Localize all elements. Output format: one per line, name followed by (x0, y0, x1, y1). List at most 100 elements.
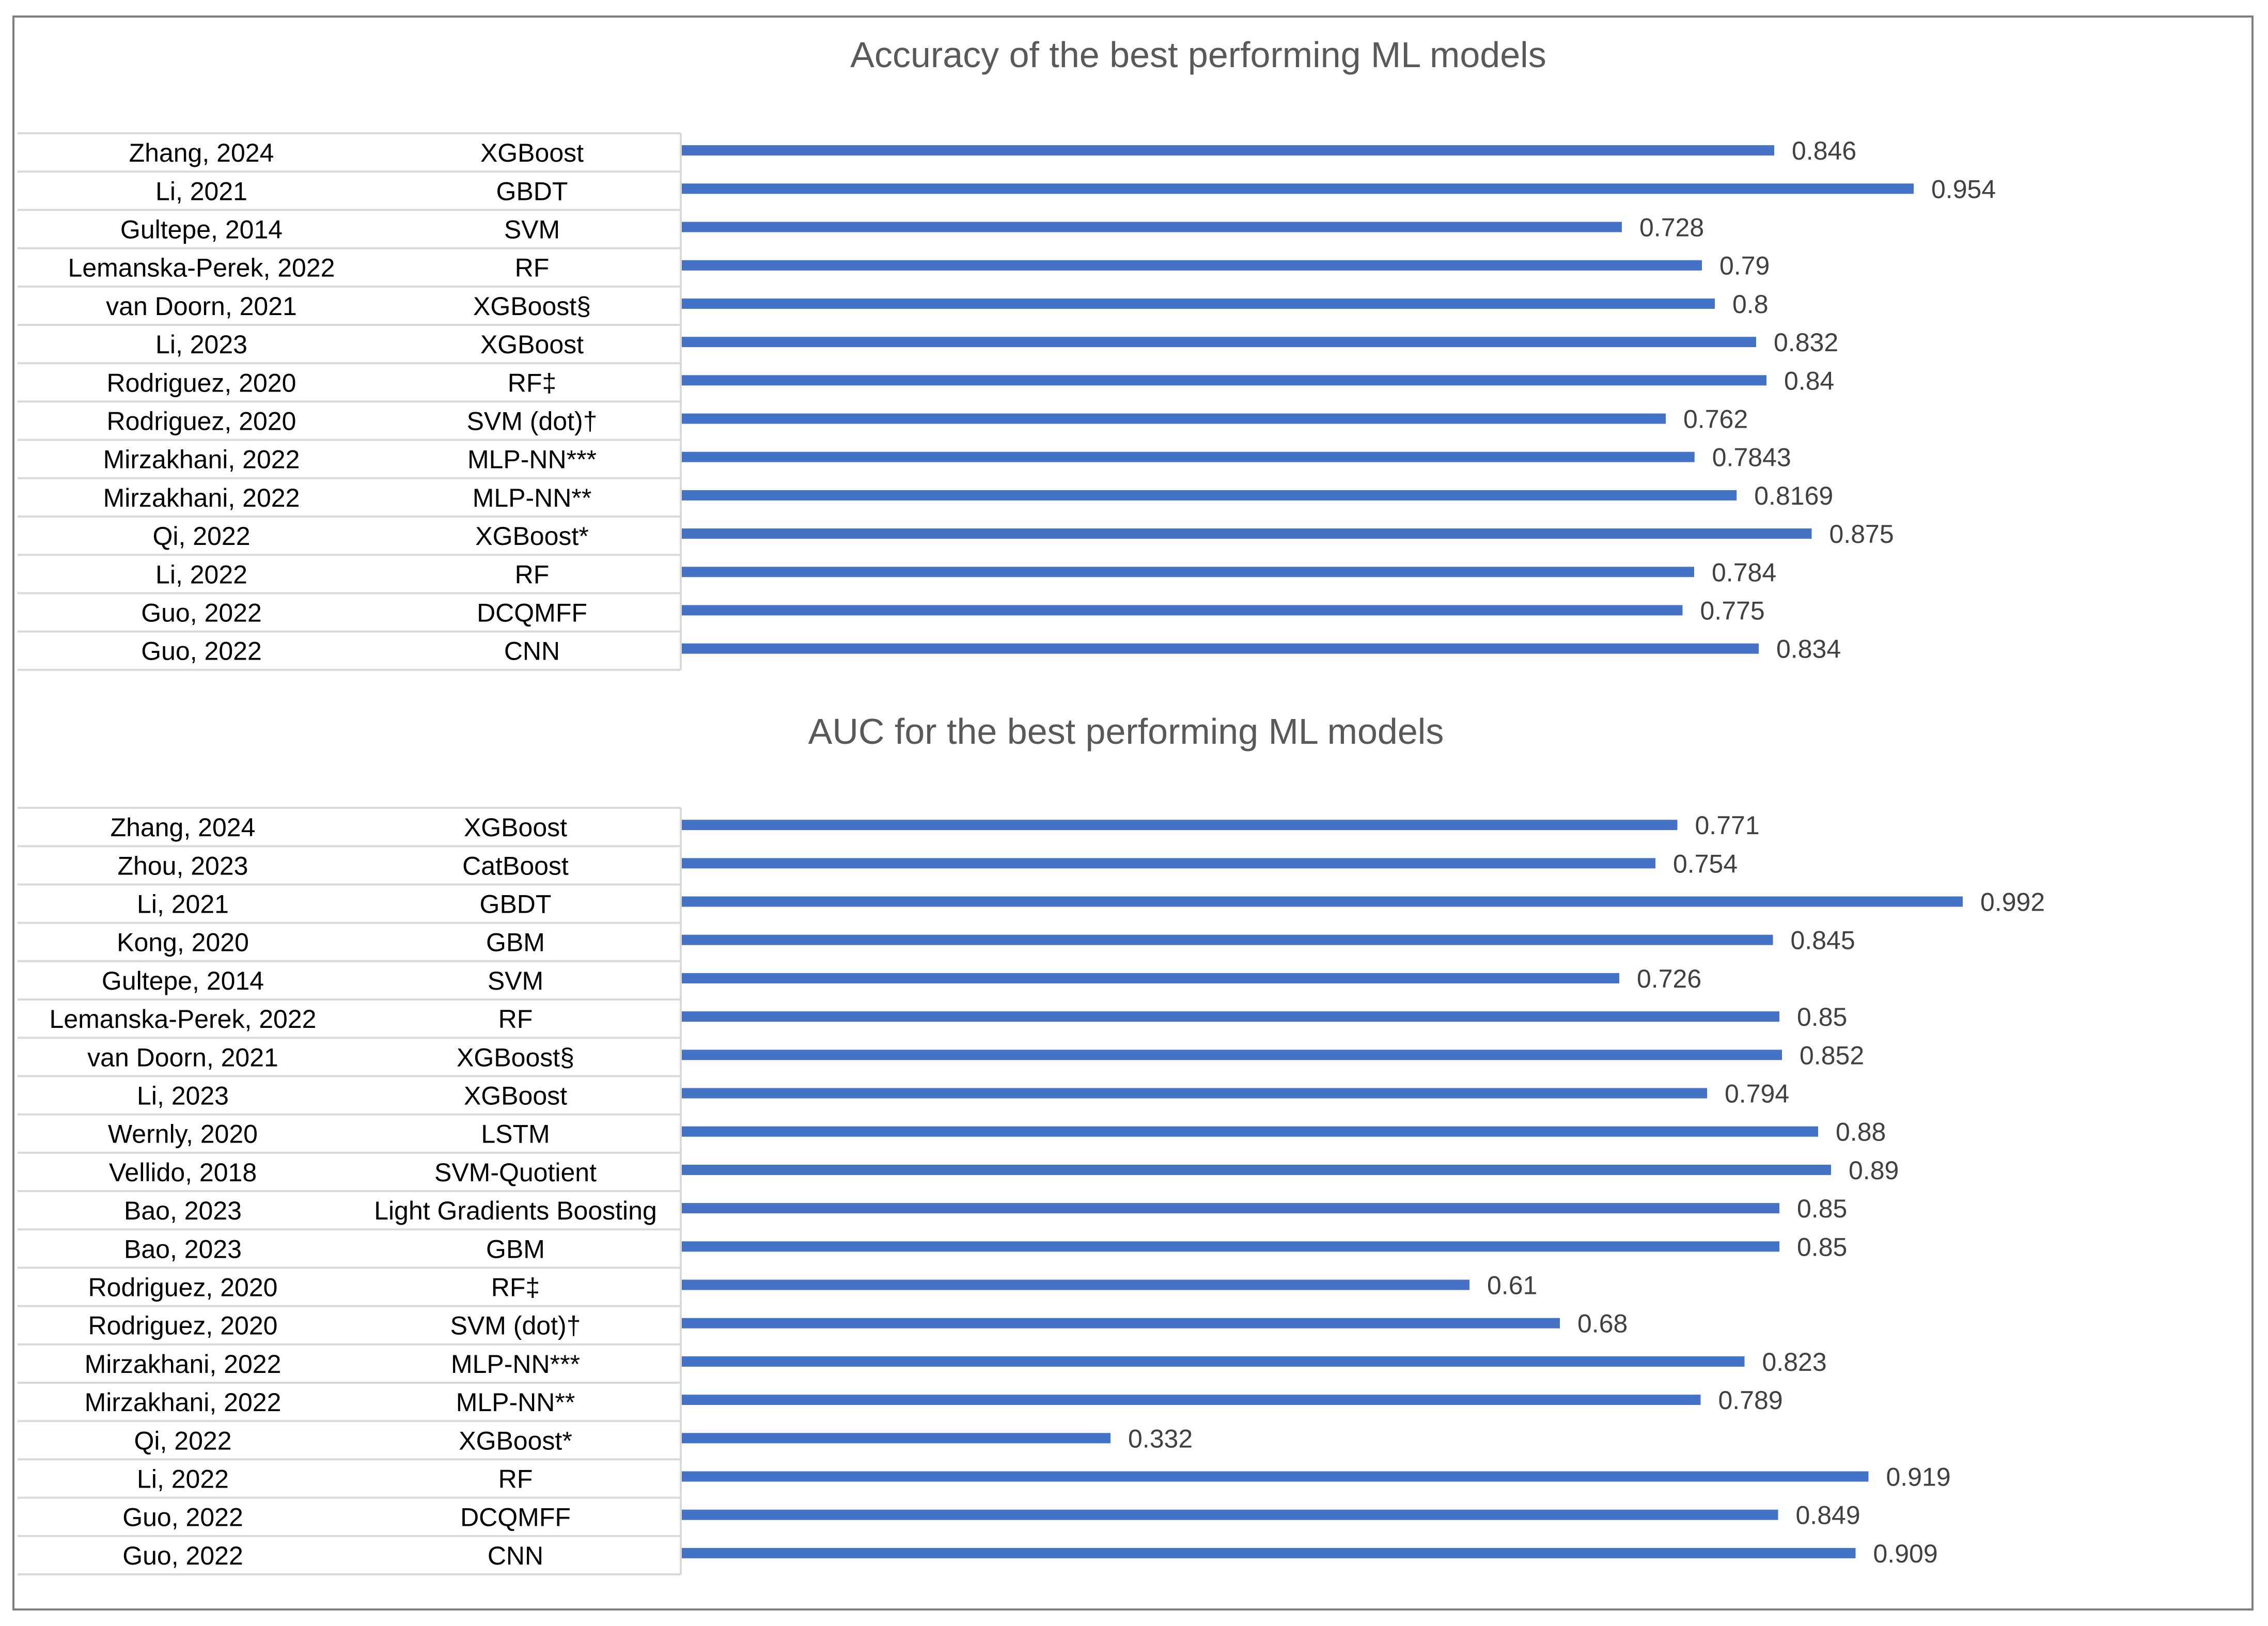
data-label: 0.789 (1718, 1386, 1783, 1415)
table-row: Vellido, 2018 SVM-Quotient 0.89 (18, 1156, 1899, 1192)
model-label: CNN (504, 637, 560, 666)
table-row: Wernly, 2020 LSTM 0.88 (18, 1118, 1886, 1154)
data-label: 0.61 (1487, 1271, 1537, 1300)
study-label: Li, 2023 (137, 1082, 229, 1111)
study-label: Rodriguez, 2020 (88, 1311, 278, 1340)
bar (682, 1547, 1856, 1558)
data-label: 0.762 (1683, 405, 1748, 434)
bar (682, 896, 1963, 907)
study-label: Qi, 2022 (152, 522, 250, 551)
data-label: 0.728 (1639, 213, 1704, 242)
model-label: RF (498, 1005, 533, 1034)
study-label: Kong, 2020 (117, 928, 249, 957)
table-row: Rodriguez, 2020 RF‡ 0.84 (18, 366, 1834, 403)
bar (682, 413, 1666, 424)
data-label: 0.852 (1800, 1041, 1864, 1070)
bar (682, 605, 1683, 616)
table-row: Rodriguez, 2020 SVM (dot)† 0.762 (18, 405, 1748, 441)
study-label: Vellido, 2018 (109, 1158, 257, 1187)
model-label: MLP-NN** (456, 1388, 575, 1417)
study-label: Li, 2022 (155, 560, 247, 589)
model-label: RF (515, 254, 550, 283)
data-label: 0.85 (1797, 1232, 1847, 1261)
data-label: 0.85 (1797, 1003, 1847, 1031)
table-row: Li, 2021 GBDT 0.992 (18, 888, 2045, 924)
table-row: Guo, 2022 DCQMFF 0.849 (18, 1501, 1860, 1537)
data-label: 0.88 (1836, 1118, 1886, 1147)
data-label: 0.85 (1797, 1194, 1847, 1223)
study-label: Mirzakhani, 2022 (103, 483, 300, 512)
model-label: GBM (486, 1234, 545, 1263)
study-label: van Doorn, 2021 (87, 1043, 278, 1072)
table-row: Guo, 2022 CNN 0.909 (18, 1539, 1938, 1575)
data-label: 0.794 (1725, 1080, 1789, 1108)
table-row: Lemanska-Perek, 2022 RF 0.85 (18, 1003, 1847, 1039)
bar (682, 858, 1655, 869)
table-row: van Doorn, 2021 XGBoost§ 0.8 (18, 290, 1769, 326)
data-label: 0.89 (1849, 1156, 1899, 1185)
model-label: XGBoost (464, 813, 567, 842)
bar (682, 820, 1678, 831)
table-row: Zhang, 2024 XGBoost 0.846 (18, 136, 1856, 173)
model-label: GBM (486, 928, 545, 957)
study-label: Wernly, 2020 (108, 1120, 258, 1149)
data-label: 0.68 (1577, 1309, 1628, 1338)
data-label: 0.8169 (1754, 481, 1833, 510)
table-row: Mirzakhani, 2022 MLP-NN*** 0.7843 (18, 443, 1791, 479)
data-label: 0.79 (1719, 252, 1770, 280)
model-label: GBDT (496, 177, 568, 206)
study-label: Li, 2023 (155, 330, 247, 359)
table-row: Mirzakhani, 2022 MLP-NN*** 0.823 (18, 1348, 1827, 1384)
study-label: Gultepe, 2014 (102, 966, 264, 995)
bar (682, 1126, 1818, 1137)
model-label: SVM (488, 966, 543, 995)
table-row: Guo, 2022 DCQMFF 0.775 (18, 597, 1765, 633)
data-label: 0.726 (1637, 964, 1701, 993)
bar (682, 1164, 1831, 1175)
data-label: 0.834 (1776, 635, 1841, 664)
data-label: 0.846 (1792, 136, 1856, 165)
data-label: 0.954 (1931, 175, 1996, 204)
study-label: Mirzakhani, 2022 (85, 1350, 281, 1379)
bar (682, 567, 1694, 577)
study-label: Rodriguez, 2020 (107, 407, 296, 436)
bar (682, 973, 1619, 983)
bar (682, 451, 1695, 462)
model-label: RF‡ (508, 368, 556, 397)
study-label: Mirzakhani, 2022 (103, 445, 300, 474)
bar (682, 1279, 1469, 1290)
model-label: DCQMFF (477, 599, 587, 628)
data-label: 0.992 (1980, 888, 2045, 917)
table-row: Kong, 2020 GBM 0.845 (18, 926, 1855, 962)
table-row: Rodriguez, 2020 RF‡ 0.61 (18, 1271, 1537, 1307)
chart-1: Accuracy of the best performing ML model… (18, 35, 1996, 671)
study-label: Qi, 2022 (134, 1426, 231, 1455)
study-label: Bao, 2023 (124, 1196, 242, 1225)
model-label: SVM (504, 215, 560, 244)
bar (682, 145, 1774, 156)
study-label: Zhang, 2024 (111, 813, 256, 842)
table-row: Li, 2022 RF 0.919 (18, 1463, 1951, 1499)
bar (682, 1395, 1701, 1405)
model-label: XGBoost (480, 330, 584, 359)
bar (682, 528, 1812, 539)
table-row: Qi, 2022 XGBoost* 0.332 (18, 1424, 1193, 1461)
table-row: Zhou, 2023 CatBoost 0.754 (18, 849, 1738, 886)
data-label: 0.7843 (1712, 443, 1791, 472)
table-row: Li, 2021 GBDT 0.954 (18, 175, 1996, 211)
table-row: Lemanska-Perek, 2022 RF 0.79 (18, 252, 1770, 288)
study-label: Bao, 2023 (124, 1234, 242, 1263)
data-label: 0.909 (1873, 1539, 1938, 1568)
model-label: XGBoost§ (473, 292, 591, 321)
study-label: Li, 2021 (155, 177, 247, 206)
study-label: van Doorn, 2021 (106, 292, 297, 321)
table-row: Guo, 2022 CNN 0.834 (18, 635, 1841, 671)
study-label: Guo, 2022 (141, 599, 262, 628)
data-label: 0.332 (1128, 1424, 1193, 1453)
data-label: 0.919 (1886, 1463, 1951, 1492)
study-label: Zhang, 2024 (129, 138, 274, 167)
table-row: Qi, 2022 XGBoost* 0.875 (18, 520, 1894, 556)
data-label: 0.84 (1784, 366, 1834, 395)
bar (682, 490, 1737, 501)
bar (682, 643, 1759, 654)
